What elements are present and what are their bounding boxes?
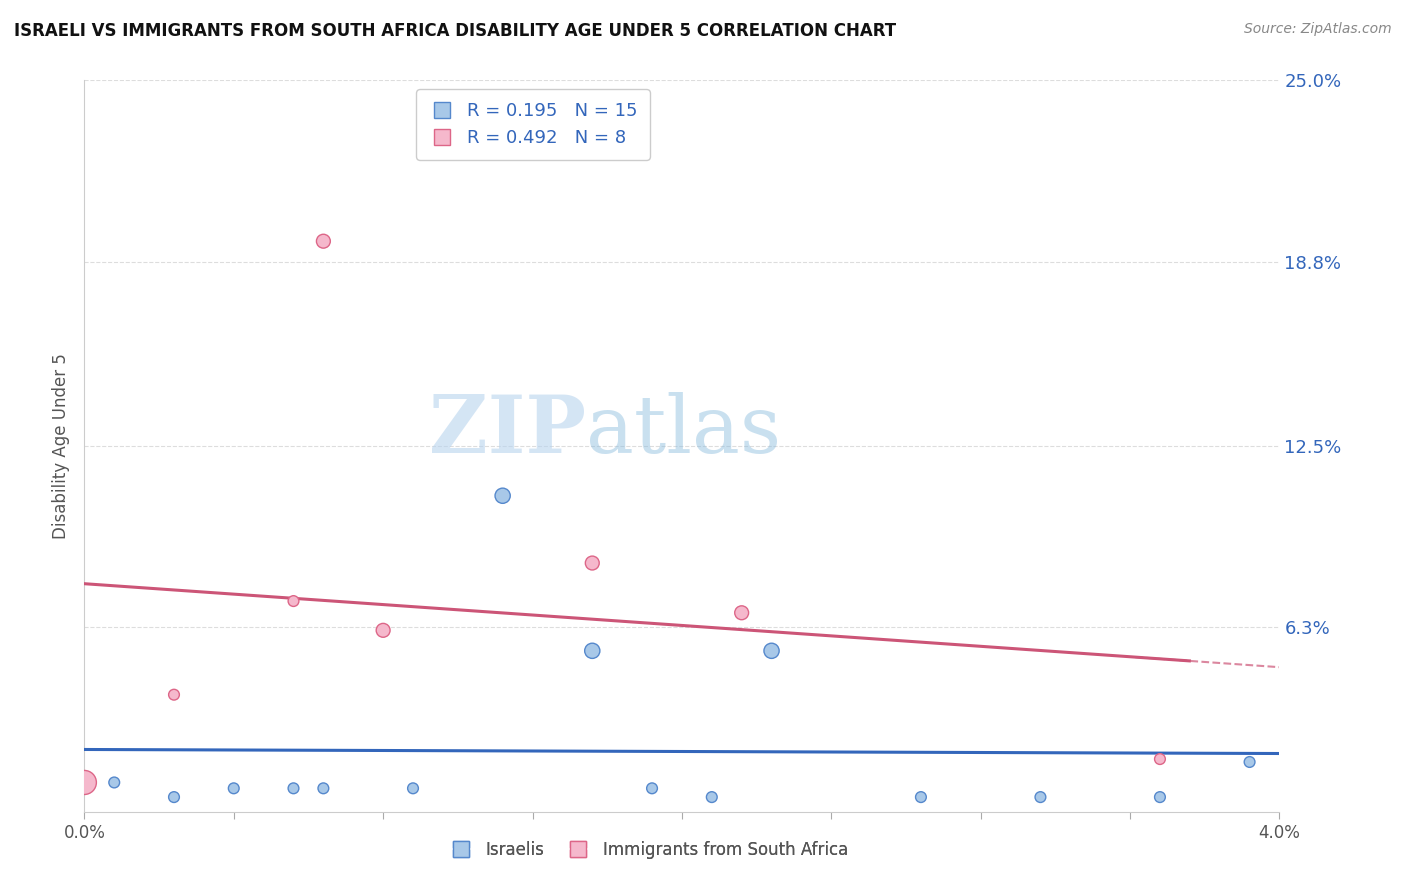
Point [1029, 790, 1052, 805]
Point [581, 556, 603, 570]
Point [761, 644, 783, 658]
Point [222, 781, 245, 796]
Point [1239, 755, 1261, 769]
Point [73, 775, 96, 789]
Text: Source: ZipAtlas.com: Source: ZipAtlas.com [1244, 22, 1392, 37]
Point [373, 624, 395, 638]
Point [163, 688, 186, 702]
Point [641, 781, 664, 796]
Legend: Israelis, Immigrants from South Africa: Israelis, Immigrants from South Africa [437, 834, 855, 865]
Point [581, 644, 603, 658]
Point [1149, 752, 1171, 766]
Y-axis label: Disability Age Under 5: Disability Age Under 5 [52, 353, 70, 539]
Point [731, 606, 754, 620]
Point [1149, 790, 1171, 805]
Point [700, 790, 723, 805]
Point [283, 594, 305, 608]
Point [312, 781, 335, 796]
Point [283, 781, 305, 796]
Text: atlas: atlas [586, 392, 782, 470]
Point [103, 775, 125, 789]
Point [492, 489, 515, 503]
Point [163, 790, 186, 805]
Point [910, 790, 932, 805]
Text: ZIP: ZIP [429, 392, 586, 470]
Text: ISRAELI VS IMMIGRANTS FROM SOUTH AFRICA DISABILITY AGE UNDER 5 CORRELATION CHART: ISRAELI VS IMMIGRANTS FROM SOUTH AFRICA … [14, 22, 896, 40]
Point [402, 781, 425, 796]
Point [312, 234, 335, 248]
